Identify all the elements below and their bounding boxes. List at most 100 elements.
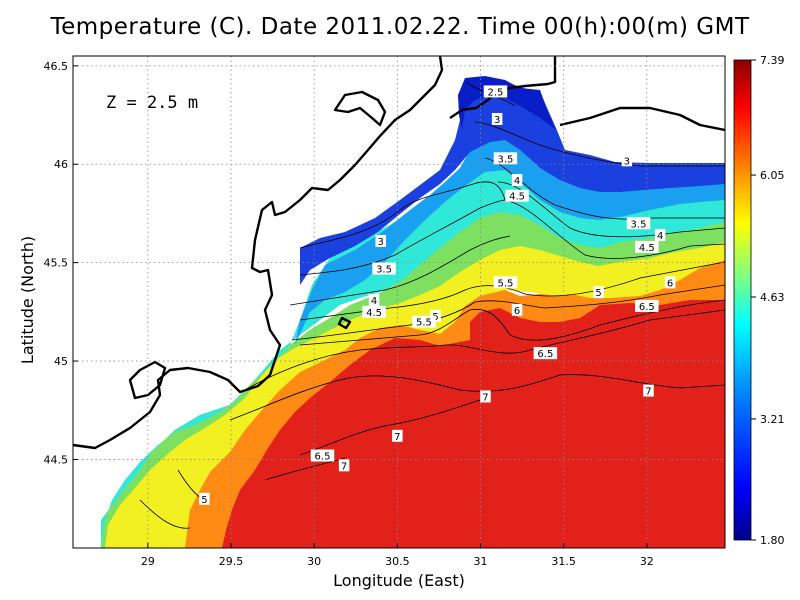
- x-tick-label: 29: [141, 555, 155, 568]
- contour-label-background: [621, 154, 633, 167]
- contour-line: [139, 499, 191, 529]
- contour-label: 7: [645, 387, 651, 398]
- sea-band-navy: [458, 76, 556, 130]
- x-tick-label: 31.5: [551, 555, 576, 568]
- colorbar-tick-label: 4.63: [760, 291, 785, 304]
- contour-label-background: [480, 390, 491, 403]
- contour-label-background: [626, 217, 651, 230]
- contour-label: 3: [494, 115, 500, 126]
- contour-label-background: [362, 305, 386, 318]
- coastline-estuary: [333, 90, 387, 127]
- contour-line: [299, 261, 725, 321]
- contour-label-background: [493, 152, 518, 165]
- contour-label: 6.5: [315, 452, 331, 463]
- contour-label-background: [491, 112, 503, 125]
- contour-label: 7: [482, 392, 488, 403]
- contour-label: 4: [371, 296, 377, 307]
- contour-label-background: [392, 429, 403, 442]
- contour-label-background: [505, 189, 529, 202]
- contour-label-background: [635, 240, 659, 253]
- contour-label-background: [412, 315, 436, 328]
- sea-band-blue: [300, 78, 725, 285]
- contour-label: 7: [394, 432, 400, 443]
- contour-label-background: [533, 347, 558, 360]
- contour-label-background: [338, 459, 350, 472]
- contour-label: 4: [657, 231, 663, 242]
- contour-label-background: [372, 262, 396, 275]
- contour-label-background: [635, 299, 659, 312]
- contour-label-background: [493, 276, 518, 289]
- contour-label: 6: [667, 278, 673, 289]
- contour-label-background: [643, 384, 654, 397]
- contour-label: 6.5: [639, 302, 655, 313]
- y-tick-label: 45.5: [44, 257, 69, 270]
- contour-label: 5.5: [416, 318, 432, 329]
- contour-line: [244, 309, 725, 391]
- contour-lines: [139, 81, 725, 529]
- x-tick-label: 29.5: [219, 555, 244, 568]
- sea-band-cyan: [101, 158, 725, 548]
- colorbar-tick-label: 1.80: [760, 534, 785, 547]
- contour-label: 4.5: [509, 192, 525, 203]
- y-axis-ticks: 44.5 45 45.5 46 46.5: [44, 60, 78, 466]
- y-tick-label: 46: [54, 158, 68, 171]
- x-axis-ticks: 29 29.5 30 30.5 31 31.5 32: [141, 543, 654, 568]
- coastline-crimea: [559, 106, 726, 132]
- chart-title: Temperature (C). Date 2011.02.22. Time 0…: [50, 14, 750, 40]
- contour-line: [291, 284, 725, 341]
- sea-band-red: [101, 275, 725, 548]
- contour-label-background: [511, 303, 523, 316]
- y-axis-label: Latitude (North): [18, 236, 37, 364]
- contour-label-background: [511, 173, 523, 186]
- y-tick-label: 46.5: [44, 60, 69, 73]
- contour-label: 6: [514, 306, 520, 317]
- contour-label: 3: [624, 156, 630, 167]
- plot-frame: [72, 55, 726, 549]
- contour-label-background: [664, 276, 676, 289]
- contour-label-background: [375, 234, 386, 247]
- contour-line: [299, 399, 481, 456]
- contour-label-background: [368, 294, 380, 307]
- colorbar-tick-label: 7.39: [760, 54, 785, 67]
- contour-labels: 2.533.544.533.544.533.544.55.5566.5655.5…: [199, 85, 676, 506]
- contour-label: 4.5: [639, 243, 655, 254]
- coastline-island: [337, 316, 352, 330]
- contour-label: 3.5: [497, 154, 513, 165]
- contour-label: 5: [201, 495, 207, 506]
- contour-line: [474, 121, 725, 167]
- contour-line: [484, 157, 725, 220]
- y-tick-label: 45: [54, 355, 68, 368]
- contour-line: [229, 374, 725, 421]
- contour-label-background: [483, 85, 508, 98]
- contour-line: [299, 199, 506, 276]
- contour-label: 2.5: [488, 87, 504, 98]
- contour-line: [289, 235, 511, 306]
- contour-label: 7: [341, 461, 347, 472]
- x-tick-label: 30.5: [385, 555, 410, 568]
- contour-label-background: [654, 229, 666, 242]
- depth-annotation: Z = 2.5 m: [106, 93, 198, 113]
- contour-label: 4: [514, 176, 520, 187]
- contour-label: 3.5: [376, 265, 392, 276]
- contour-line: [504, 199, 725, 259]
- x-tick-label: 30: [307, 555, 321, 568]
- colorbar-ticks: 7.39 6.05 4.63 3.21 1.80: [751, 54, 785, 547]
- grid-lines: [73, 56, 725, 548]
- contour-label-background: [199, 492, 210, 505]
- contour-line: [299, 181, 506, 249]
- x-axis-label: Longitude (East): [333, 571, 465, 590]
- contour-line: [299, 299, 725, 346]
- colorbar-tick-label: 3.21: [760, 413, 785, 426]
- contour-label-background: [593, 286, 604, 299]
- temperature-field: [101, 76, 725, 548]
- contour-label: 6.5: [537, 349, 553, 360]
- colorbar: [733, 59, 752, 541]
- x-tick-label: 32: [640, 555, 654, 568]
- x-tick-label: 31: [474, 555, 488, 568]
- coastline-lagoon: [128, 360, 167, 400]
- contour-label: 5: [595, 288, 601, 299]
- contour-label: 5.5: [497, 278, 513, 289]
- contour-label: 3.5: [631, 219, 647, 230]
- colorbar-tick-label: 6.05: [760, 169, 785, 182]
